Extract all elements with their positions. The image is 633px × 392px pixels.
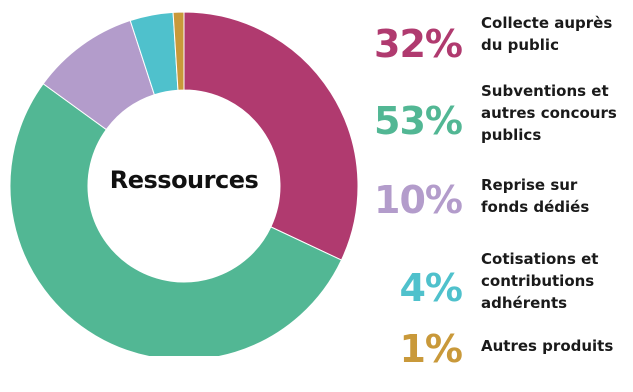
legend-label-cotisations: Cotisations et contributions adhérents (481, 250, 599, 312)
donut-chart (9, 11, 359, 356)
slice-subventions (9, 83, 343, 356)
legend-item-subventions: 53% Subventions et autres concours publi… (368, 80, 630, 144)
legend-percent-reprise: 10% (374, 178, 463, 222)
legend-label-collecte: Collecte auprès du public (481, 14, 613, 54)
slice-collecte (183, 11, 359, 261)
chart-title: Ressources (109, 166, 259, 194)
legend-percent-autres: 1% (399, 327, 463, 371)
legend-label-reprise: Reprise sur fonds dédiés (481, 176, 590, 216)
legend-label-subventions: Subventions et autres concours publics (481, 82, 617, 144)
legend-label-autres: Autres produits (481, 337, 614, 355)
legend-item-reprise: 10% Reprise sur fonds dédiés (368, 174, 630, 234)
legend-item-cotisations: 4% Cotisations et contributions adhérent… (368, 248, 630, 312)
legend-item-collecte: 32% Collecte auprès du public (368, 12, 630, 72)
legend-percent-cotisations: 4% (399, 266, 463, 310)
legend-percent-collecte: 32% (374, 22, 463, 66)
legend-percent-subventions: 53% (374, 99, 463, 143)
slice-autres (172, 11, 185, 91)
legend-item-autres: 1% Autres produits (368, 327, 630, 392)
